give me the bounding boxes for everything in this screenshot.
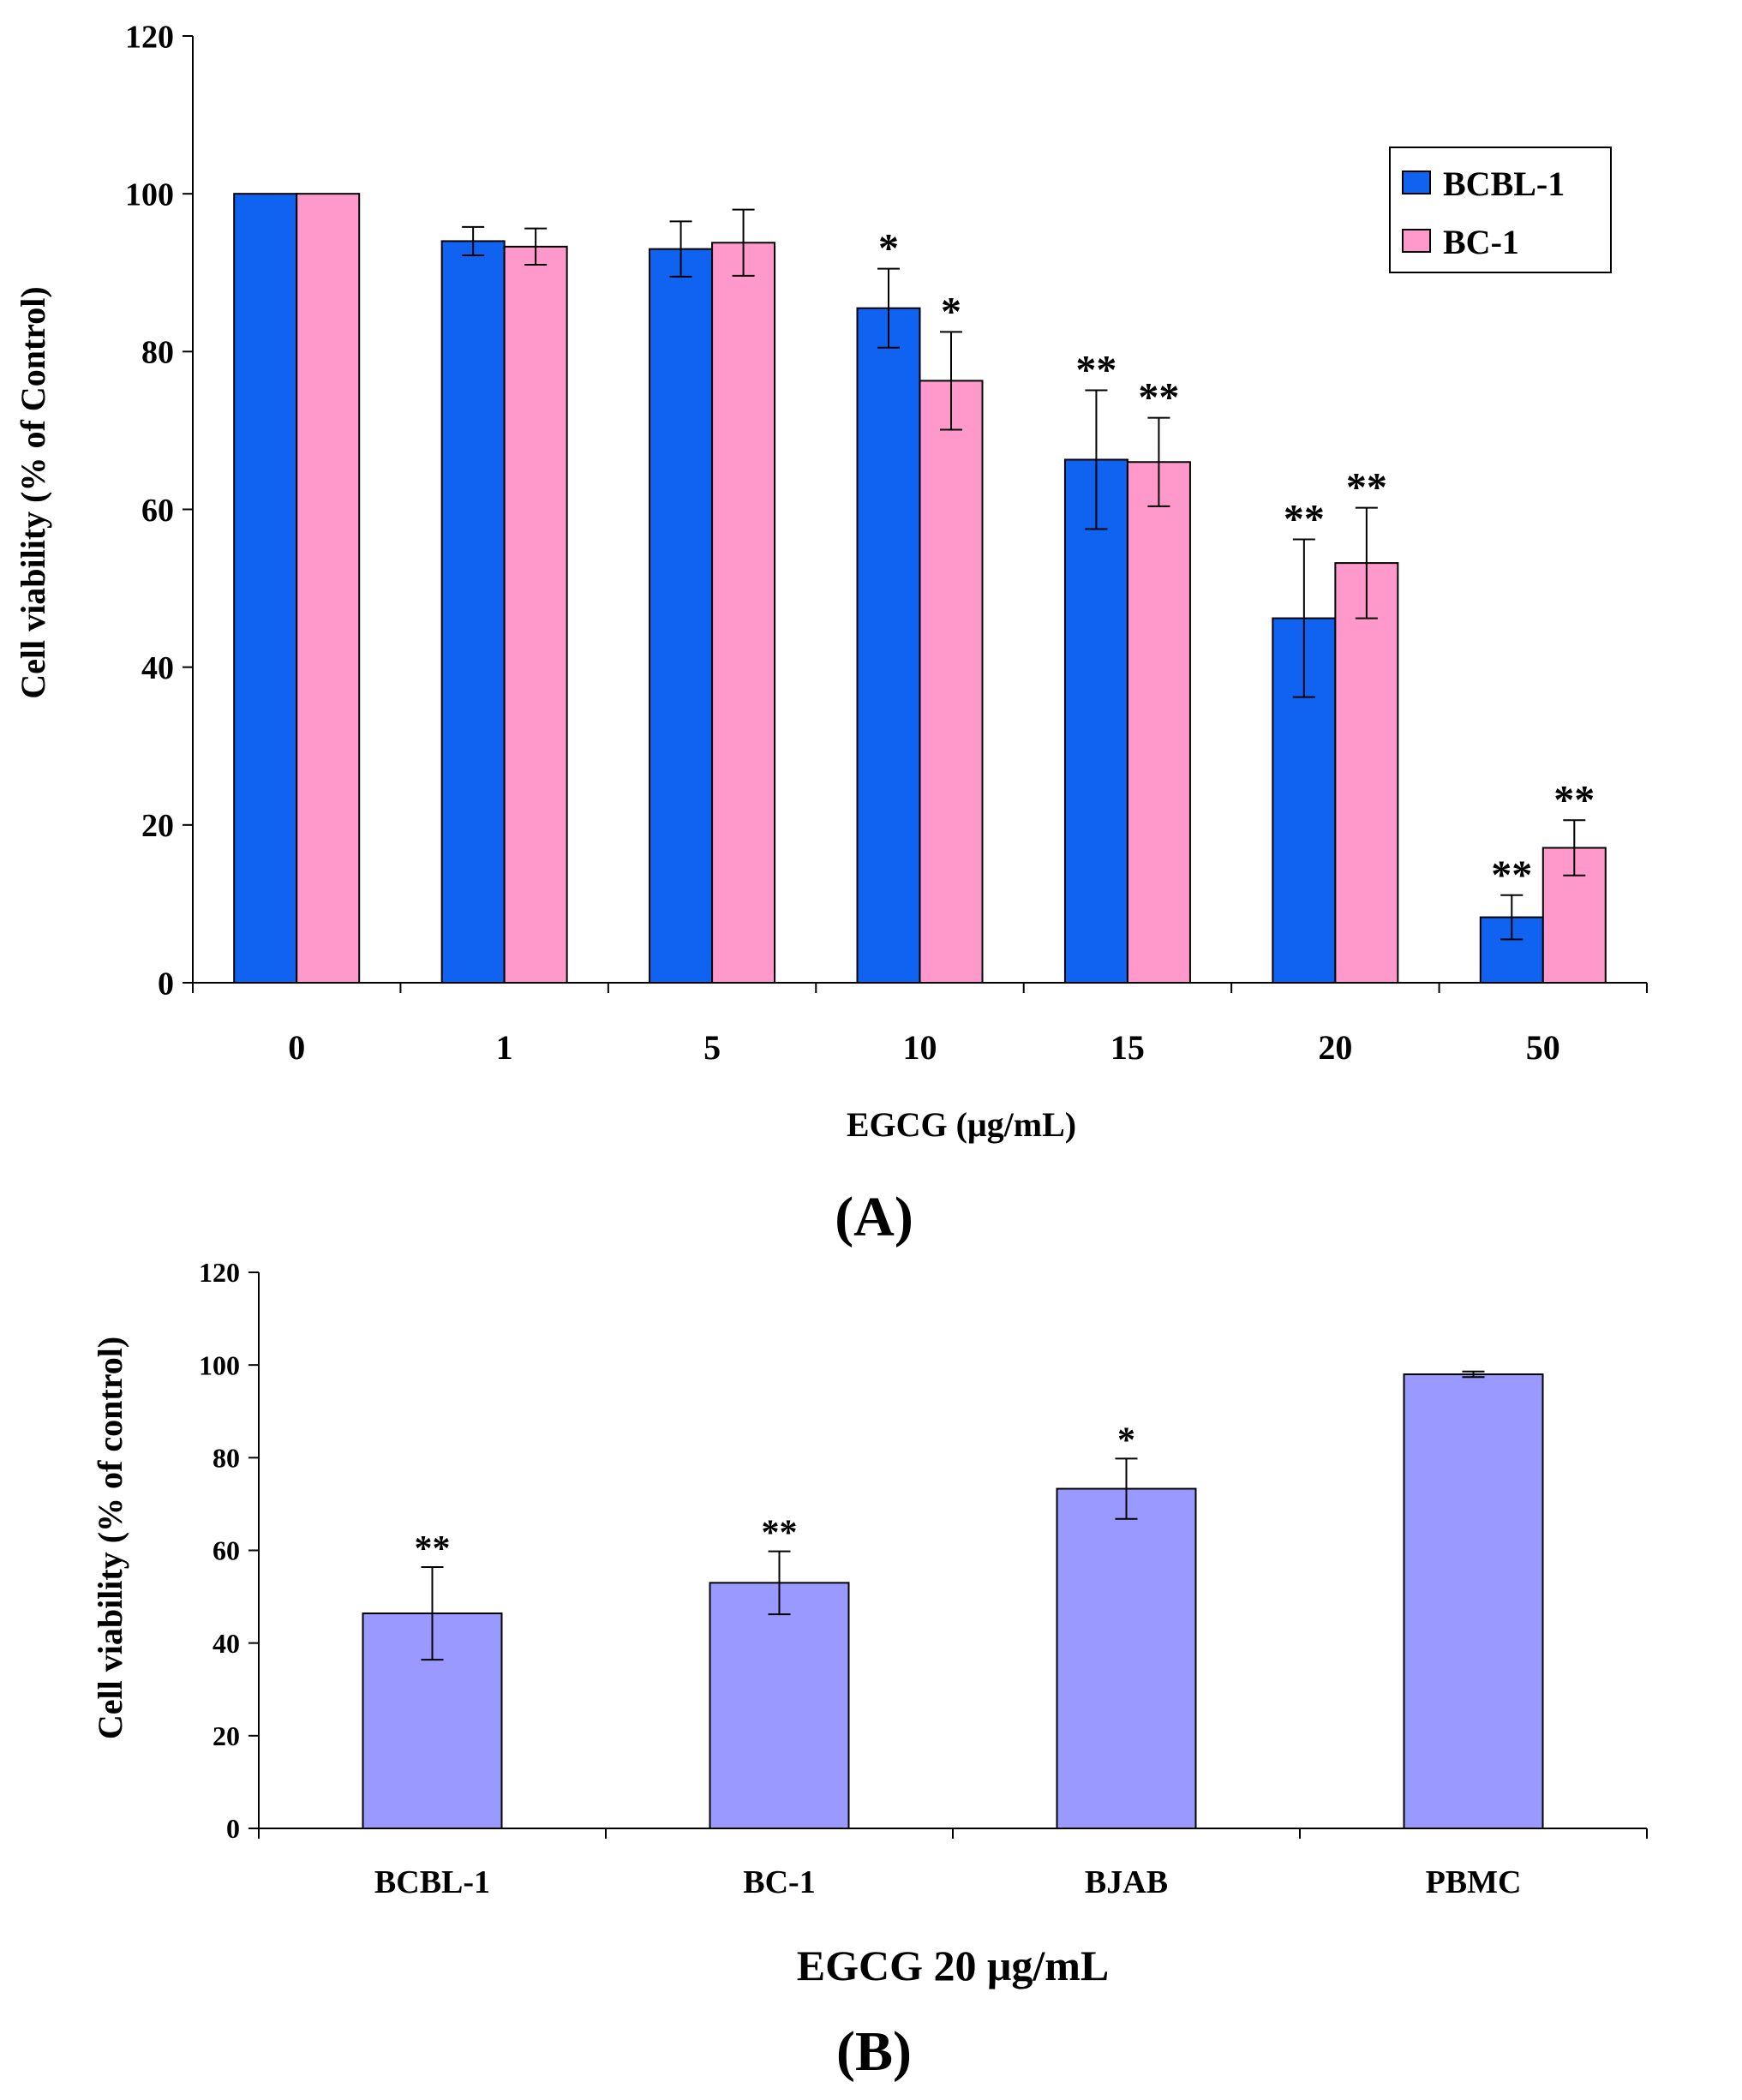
panel-a-chart: Cell viability (% of Control) EGCG (μg/m… <box>14 19 1648 1248</box>
panel-a-bar <box>503 245 568 984</box>
panel-b-bar <box>1056 1487 1197 1830</box>
panel-a-bar <box>1334 562 1399 984</box>
panel-a-bar <box>296 193 361 984</box>
panel-a-y-tick-label: 120 <box>125 19 174 55</box>
legend-label-bcbl1: BCBL-1 <box>1443 165 1565 203</box>
panel-a-xlabel: EGCG (μg/mL) <box>847 1105 1076 1144</box>
panel-b-y-tick-label: 100 <box>199 1349 240 1380</box>
panel-a-x-tick-label: 50 <box>1526 1028 1560 1067</box>
panel-a-bar <box>649 248 714 984</box>
panel-a-y-tick-label: 40 <box>141 650 174 686</box>
panel-b-xlabel: EGCG 20 μg/mL <box>797 1941 1109 1989</box>
panel-a-significance-label: * <box>878 226 899 272</box>
panel-b-ylabel: Cell viability (% of control) <box>91 1337 129 1739</box>
panel-b-significance-label: ** <box>415 1529 451 1569</box>
panel-a-caption: (A) <box>835 1186 913 1248</box>
panel-a-significance-label: ** <box>1075 347 1116 392</box>
panel-b-y-tick-label: 40 <box>213 1628 240 1659</box>
panel-a-significance-label: * <box>941 289 961 334</box>
panel-b-bar <box>1403 1373 1544 1829</box>
panel-a-y-tick-label: 80 <box>141 335 174 371</box>
panel-a-bar <box>440 240 506 984</box>
legend-label-bc1: BC-1 <box>1443 223 1519 261</box>
panel-b-significance-label: ** <box>762 1514 798 1553</box>
panel-b-y-tick-label: 60 <box>213 1535 240 1566</box>
panel-a-x-tick-label: 20 <box>1318 1028 1352 1067</box>
panel-a-legend: BCBL-1 BC-1 <box>1389 147 1612 273</box>
panel-b-bar <box>709 1582 850 1829</box>
panel-b-y-tick-label: 120 <box>199 1257 240 1288</box>
panel-a-x-tick-label: 10 <box>903 1028 937 1067</box>
panel-a-bar <box>1126 461 1191 984</box>
panel-a-significance-label: ** <box>1553 777 1595 823</box>
panel-b-y-tick-label: 20 <box>213 1720 240 1751</box>
panel-a-ylabel: Cell viability (% of Control) <box>14 286 52 698</box>
panel-a-y-tick-label: 100 <box>125 176 174 212</box>
panel-a-significance-label: ** <box>1138 375 1179 421</box>
panel-a-y-tick-label: 20 <box>141 808 174 844</box>
legend-swatch-bc1 <box>1402 229 1431 253</box>
panel-a-x-tick-label: 15 <box>1110 1028 1145 1067</box>
panel-a-bar <box>919 380 984 984</box>
panel-b-bar <box>362 1612 503 1830</box>
panel-b-y-tick-label: 0 <box>226 1813 240 1844</box>
panel-a-x-tick-label: 5 <box>703 1028 721 1067</box>
panel-a-significance-label: ** <box>1284 496 1325 541</box>
panel-b-significance-label: * <box>1117 1421 1135 1460</box>
panel-a-y-tick-label: 0 <box>158 966 174 1002</box>
panel-a-bar <box>233 193 298 984</box>
panel-b-x-tick-label: PBMC <box>1426 1864 1522 1900</box>
legend-swatch-bcbl1 <box>1402 171 1431 194</box>
panel-a-significance-label: ** <box>1491 853 1532 898</box>
panel-a-bar <box>711 242 776 984</box>
panel-a-y-tick-label: 60 <box>141 493 174 529</box>
panel-b-caption: (B) <box>836 2020 912 2083</box>
panel-a-significance-label: ** <box>1346 465 1387 511</box>
panel-a-x-tick-label: 0 <box>288 1028 305 1067</box>
panel-a-x-tick-label: 1 <box>496 1028 513 1067</box>
panel-b-y-tick-label: 80 <box>213 1443 240 1474</box>
panel-b-chart: Cell viability (% of control) EGCG 20 μg… <box>91 1257 1648 2083</box>
panel-a-bar <box>1063 458 1128 984</box>
panel-b-x-tick-label: BJAB <box>1085 1864 1168 1900</box>
panel-a-bar <box>856 307 921 984</box>
panel-b-x-tick-label: BCBL-1 <box>374 1864 490 1900</box>
panel-b-x-tick-label: BC-1 <box>743 1864 815 1900</box>
